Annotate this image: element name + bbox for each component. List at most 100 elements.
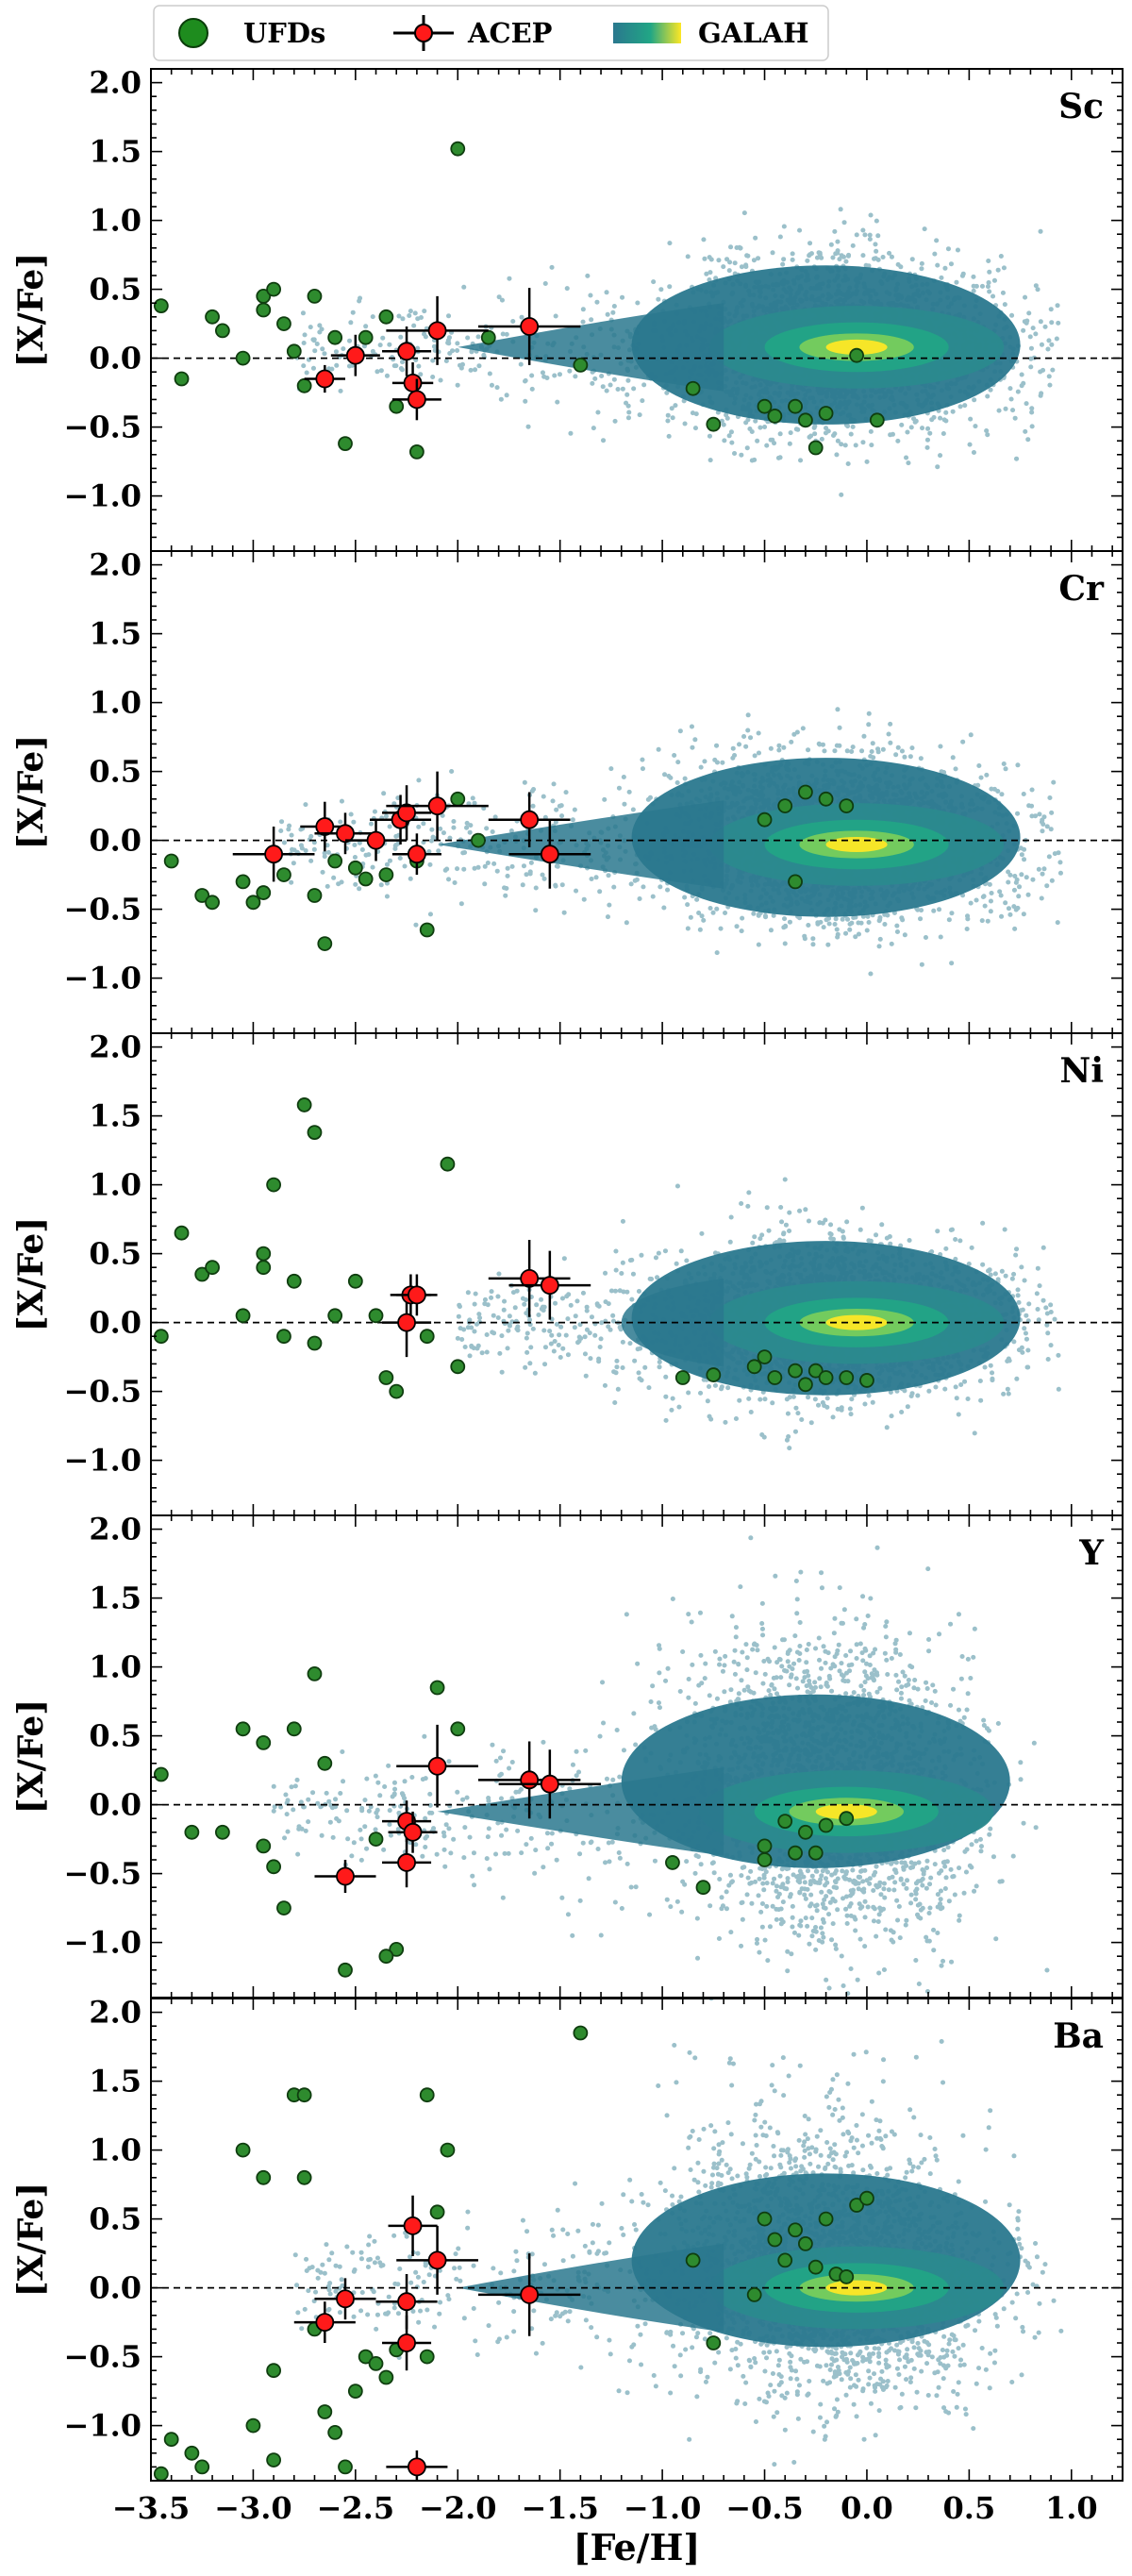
acep-point bbox=[386, 295, 489, 365]
galah-cloud bbox=[271, 1535, 1050, 1997]
ufd-point bbox=[767, 1370, 783, 1385]
ufd-point bbox=[338, 1962, 353, 1978]
ufd-point bbox=[419, 2349, 435, 2365]
galah-gradient-icon bbox=[613, 23, 681, 43]
y-tick-label: 1.5 bbox=[89, 134, 142, 170]
ufd-point bbox=[347, 2384, 363, 2400]
ufd-point bbox=[429, 2204, 445, 2220]
ufd-point bbox=[389, 1383, 405, 1399]
ufd-point bbox=[665, 1855, 680, 1870]
ufd-point bbox=[296, 2087, 312, 2103]
ufd-point bbox=[317, 936, 333, 951]
y-tick-label: −1.0 bbox=[64, 1443, 142, 1479]
ufd-point bbox=[440, 2142, 456, 2158]
y-tick-label: −1.0 bbox=[64, 2408, 142, 2444]
ufd-point bbox=[797, 784, 813, 800]
acep-point bbox=[391, 833, 441, 876]
acep-point bbox=[345, 819, 408, 861]
ufd-point bbox=[296, 2169, 312, 2185]
ufd-marker-icon bbox=[178, 18, 208, 48]
ufd-point bbox=[307, 1666, 323, 1681]
ufd-point bbox=[757, 398, 773, 414]
plot-area bbox=[151, 1097, 1123, 1451]
ufd-point bbox=[256, 1260, 272, 1276]
y-tick-label: 2.0 bbox=[89, 1029, 142, 1065]
plot-area bbox=[151, 1999, 1123, 2481]
ufd-point bbox=[797, 412, 813, 428]
acep-point bbox=[382, 785, 432, 841]
ufd-point bbox=[307, 1335, 323, 1351]
y-tick-label: 1.0 bbox=[89, 1649, 142, 1685]
ufd-point bbox=[358, 2349, 374, 2365]
y-tick-label: 0.5 bbox=[89, 272, 142, 308]
ufd-point bbox=[797, 2235, 813, 2251]
ufd-point bbox=[757, 1852, 773, 1867]
ufd-point bbox=[245, 2417, 261, 2434]
acep-point bbox=[314, 812, 376, 855]
ufd-point bbox=[347, 860, 363, 876]
ufd-point bbox=[818, 2211, 834, 2227]
y-tick-label: −0.5 bbox=[64, 1856, 142, 1892]
ufd-point bbox=[266, 281, 282, 297]
acep-point bbox=[477, 288, 581, 365]
x-tick-label: −0.5 bbox=[725, 2490, 803, 2526]
acep-point bbox=[232, 827, 315, 882]
acep-marker bbox=[540, 845, 559, 864]
acep-point bbox=[386, 771, 489, 841]
acep-point bbox=[382, 326, 432, 376]
galah-cloud bbox=[294, 207, 1061, 497]
acep-marker bbox=[427, 321, 447, 341]
y-tick-label: −0.5 bbox=[64, 1374, 142, 1410]
ufd-point bbox=[368, 1832, 384, 1847]
ufd-point bbox=[286, 1273, 302, 1289]
ufd-point bbox=[767, 2232, 783, 2248]
acep-marker bbox=[315, 2313, 335, 2333]
element-label: Ba bbox=[1053, 2016, 1104, 2056]
ufd-point bbox=[256, 1838, 272, 1854]
y-axis-label: [X/Fe] bbox=[11, 2183, 51, 2298]
acep-marker bbox=[397, 2333, 416, 2352]
galah-tail bbox=[458, 2243, 724, 2333]
ufd-point bbox=[214, 323, 230, 339]
ufd-point bbox=[256, 2169, 272, 2185]
acep-point bbox=[382, 1837, 432, 1888]
ufd-point bbox=[317, 1755, 333, 1771]
ufd-point bbox=[327, 853, 343, 869]
ufd-point bbox=[674, 1370, 691, 1385]
ufd-point bbox=[174, 1225, 190, 1241]
element-label: Ni bbox=[1059, 1051, 1104, 1091]
ufd-point bbox=[286, 343, 302, 360]
ufd-point bbox=[163, 853, 179, 869]
ufd-point bbox=[706, 1367, 722, 1382]
acep-marker bbox=[403, 2216, 423, 2235]
ufd-point bbox=[153, 1766, 169, 1782]
y-tick-label: 0.0 bbox=[89, 1787, 142, 1823]
ufd-point bbox=[797, 1377, 813, 1393]
element-label: Y bbox=[1078, 1533, 1105, 1573]
ufd-point bbox=[807, 440, 824, 456]
panel-ba: 2.01.51.00.50.0−0.5−1.0Ba[X/Fe]−3.5 −3.0−… bbox=[11, 1995, 1124, 2568]
acep-point bbox=[382, 1288, 432, 1358]
ufd-point bbox=[194, 2459, 210, 2475]
legend-item-ufds: UFDs bbox=[178, 17, 325, 49]
ufd-point bbox=[807, 1363, 824, 1379]
ufd-point bbox=[184, 1824, 200, 1840]
ufd-point bbox=[163, 2432, 179, 2448]
ufd-point bbox=[194, 888, 210, 903]
ufd-point bbox=[307, 288, 323, 304]
ufd-point bbox=[471, 832, 486, 848]
y-tick-label: 0.5 bbox=[89, 1236, 142, 1272]
ufd-point bbox=[777, 1814, 793, 1830]
acep-marker bbox=[407, 390, 426, 410]
acep-point bbox=[396, 2225, 478, 2295]
ufd-point bbox=[368, 2355, 384, 2371]
acep-point bbox=[388, 2195, 438, 2257]
acep-marker bbox=[397, 1313, 416, 1332]
y-tick-label: 0.0 bbox=[89, 341, 142, 376]
legend-item-galah: GALAH bbox=[613, 17, 809, 49]
acep-point bbox=[488, 1240, 571, 1317]
ufd-point bbox=[266, 1177, 282, 1193]
ufd-point bbox=[358, 871, 374, 887]
ufd-point bbox=[797, 1824, 813, 1840]
